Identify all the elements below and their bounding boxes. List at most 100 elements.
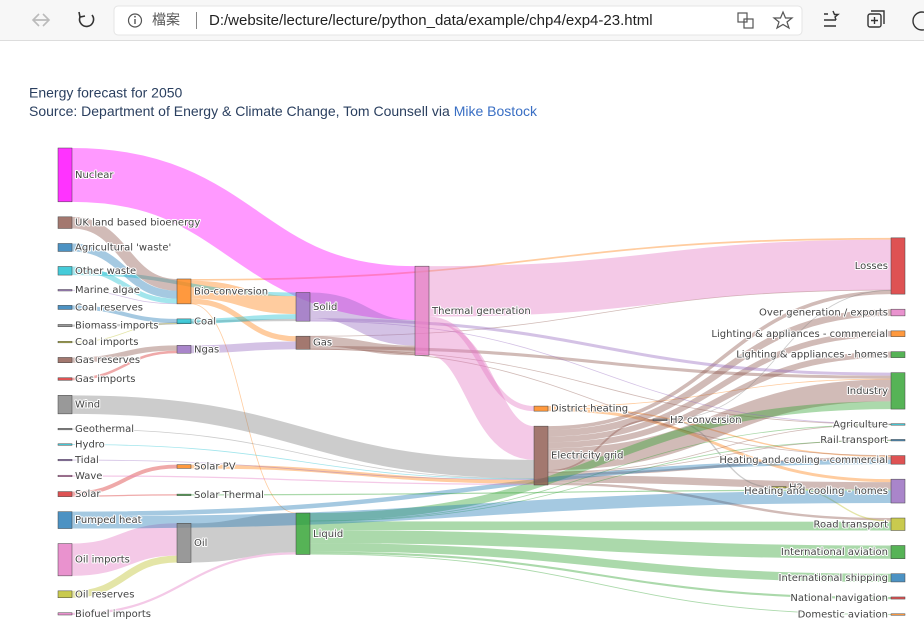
link — [547, 351, 892, 449]
node — [890, 517, 906, 531]
link — [190, 489, 892, 496]
link — [426, 321, 537, 460]
node — [176, 278, 192, 305]
node-label: Industry — [847, 386, 888, 397]
node-label: Wind — [75, 400, 100, 411]
link — [71, 444, 535, 480]
node-label: Pumped heat — [75, 515, 142, 526]
node-label: Biofuel imports — [75, 609, 151, 620]
node-label: International aviation — [781, 547, 888, 558]
node-label: H2 — [789, 482, 803, 493]
node — [890, 237, 906, 295]
node — [57, 357, 73, 363]
link — [547, 379, 892, 471]
link — [71, 555, 178, 598]
node-label: Liquid — [313, 529, 343, 540]
link — [309, 401, 892, 521]
link — [71, 552, 297, 616]
node-label: Oil imports — [75, 555, 130, 566]
link — [71, 490, 892, 529]
node — [652, 418, 668, 421]
node-label: Solar Thermal — [194, 490, 264, 501]
node-label: Agricultural 'waste' — [75, 242, 171, 253]
node-label: UK land based bioenergy — [75, 218, 200, 229]
favorites-icon[interactable] — [824, 10, 840, 27]
profile-icon[interactable] — [912, 11, 924, 31]
link — [190, 464, 535, 484]
node — [890, 423, 906, 426]
subtitle-link[interactable]: Mike Bostock — [454, 103, 538, 119]
node — [890, 596, 906, 600]
link — [547, 439, 892, 473]
node — [57, 324, 73, 327]
node — [57, 428, 73, 431]
node-label: Solar PV — [194, 462, 236, 473]
link — [71, 459, 535, 480]
node-label: Geothermal — [75, 424, 134, 435]
url: D:/website/lecture/lecture/python_data/e… — [209, 12, 653, 29]
node-label: Coal — [194, 316, 216, 327]
link — [547, 406, 892, 458]
node — [57, 511, 73, 529]
node — [771, 486, 787, 489]
node — [57, 491, 73, 497]
node-label: Losses — [855, 261, 888, 272]
node-label: Lighting & appliances - homes — [736, 350, 888, 361]
collections-icon[interactable] — [867, 10, 885, 28]
link — [71, 289, 178, 305]
node — [57, 289, 73, 292]
node — [57, 612, 73, 616]
node-label: Solid — [313, 302, 337, 313]
node-label: Thermal generation — [431, 306, 531, 317]
node-label: Biomass imports — [75, 321, 158, 332]
node-label: Heating and cooling - commercial — [719, 455, 888, 466]
nodes: Nuclear UK land based bioenergy Agricultur… — [57, 147, 906, 622]
link — [428, 316, 535, 412]
link — [71, 523, 178, 576]
translate-icon[interactable] — [737, 12, 754, 29]
link — [190, 280, 297, 315]
address-bar[interactable] — [113, 5, 803, 36]
link — [547, 424, 892, 473]
link — [309, 553, 892, 616]
link — [71, 475, 535, 485]
link — [71, 266, 178, 304]
node-label: Ngas — [194, 344, 219, 355]
refresh-button[interactable] — [78, 11, 95, 28]
link — [71, 459, 892, 517]
node — [890, 439, 906, 442]
node — [890, 351, 906, 358]
link — [666, 419, 773, 488]
link — [71, 322, 178, 343]
link — [71, 243, 178, 299]
star-icon[interactable] — [772, 10, 794, 30]
node-label: Gas imports — [75, 374, 136, 385]
node — [57, 243, 73, 252]
node — [890, 573, 906, 583]
node-label: Oil reserves — [75, 589, 134, 600]
link — [71, 350, 178, 381]
link — [547, 378, 892, 407]
link — [190, 237, 892, 281]
node — [176, 493, 192, 496]
node — [57, 395, 73, 415]
node — [176, 345, 192, 354]
forward-button[interactable] — [34, 13, 51, 27]
node-label: District heating — [551, 404, 628, 415]
node — [295, 335, 311, 350]
node-label: Heating and cooling - homes — [744, 486, 888, 497]
link — [71, 216, 178, 291]
node-label: H2 conversion — [670, 415, 742, 426]
link — [547, 482, 892, 521]
node — [890, 372, 906, 410]
link — [71, 345, 178, 363]
node-label: Other waste — [75, 266, 136, 277]
link — [547, 330, 892, 443]
node-label: Road transport — [814, 519, 889, 530]
node-label: Wave — [75, 471, 102, 482]
link — [309, 440, 892, 522]
node — [57, 543, 73, 577]
link — [309, 336, 416, 356]
node — [890, 545, 906, 559]
